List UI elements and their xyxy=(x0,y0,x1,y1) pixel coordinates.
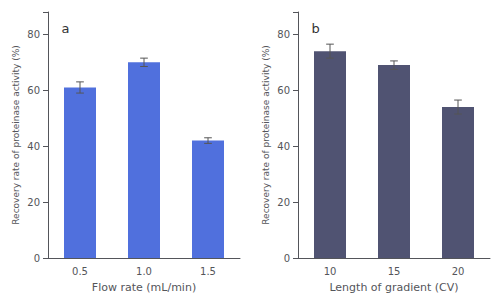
svg-text:Flow rate (mL/min): Flow rate (mL/min) xyxy=(92,281,196,294)
svg-text:b: b xyxy=(311,21,319,36)
svg-text:Length of gradient (CV): Length of gradient (CV) xyxy=(329,281,458,294)
svg-text:0: 0 xyxy=(284,253,290,264)
svg-text:40: 40 xyxy=(277,141,290,152)
svg-text:0.5: 0.5 xyxy=(72,266,88,277)
svg-text:20: 20 xyxy=(452,266,465,277)
svg-text:20: 20 xyxy=(27,197,40,208)
svg-text:1.5: 1.5 xyxy=(200,266,216,277)
svg-text:Recovery rate of proteinase ac: Recovery rate of proteinase activity (%) xyxy=(11,45,21,224)
svg-text:15: 15 xyxy=(388,266,401,277)
svg-text:10: 10 xyxy=(324,266,337,277)
svg-text:80: 80 xyxy=(277,29,290,40)
svg-text:80: 80 xyxy=(27,29,40,40)
svg-text:40: 40 xyxy=(27,141,40,152)
svg-text:1.0: 1.0 xyxy=(136,266,152,277)
svg-text:a: a xyxy=(61,21,69,36)
svg-text:Recovery rate of proteinase ac: Recovery rate of proteinase activity (%) xyxy=(261,45,271,224)
svg-text:20: 20 xyxy=(277,197,290,208)
svg-text:60: 60 xyxy=(27,85,40,96)
svg-text:60: 60 xyxy=(277,85,290,96)
svg-text:0: 0 xyxy=(34,253,40,264)
